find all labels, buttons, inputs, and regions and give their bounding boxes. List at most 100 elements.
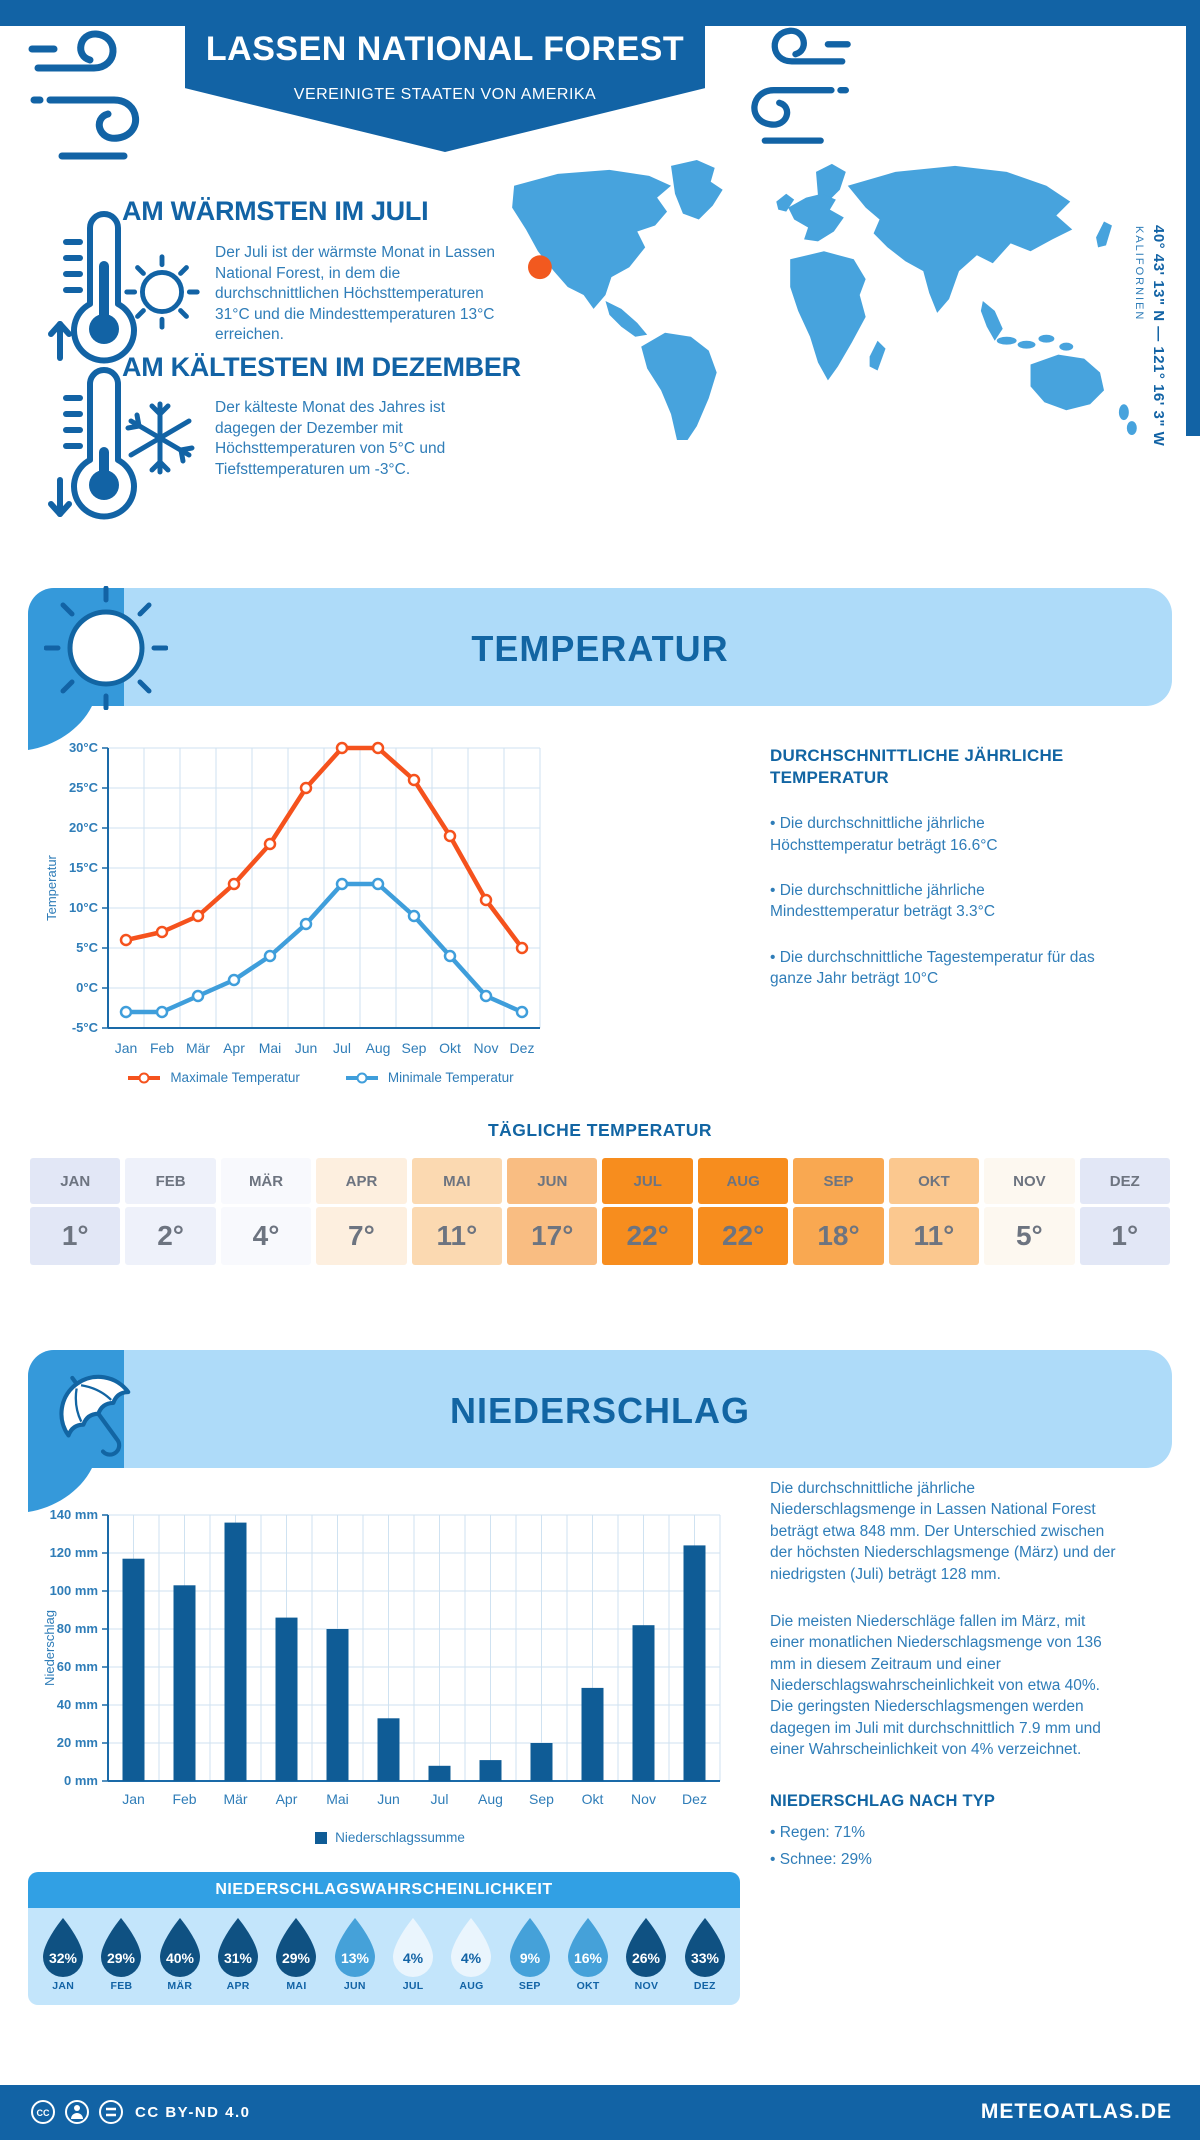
annual-temperature-bullet: • Die durchschnittliche jährliche Mindes… [770,881,996,921]
drop-month-label: APR [226,1980,250,1992]
precipitation-type-bullet: • Schnee: 29% [770,1851,872,1869]
precipitation-paragraph: Die meisten Niederschläge fallen im März… [770,1612,1102,1759]
wind-icon-left [28,30,139,160]
location-region: KALIFORNIEN [1133,226,1145,322]
drop-value: 13% [341,1950,370,1966]
temperature-legend: Maximale Temperatur Minimale Temperatur [60,1070,580,1085]
table-value-cell: 1° [1079,1207,1170,1265]
svg-text:Apr: Apr [276,1791,298,1807]
table-month-cell: OKT [888,1158,980,1204]
rain-drop-icon: 26% [626,1918,667,1977]
drop-month-label: JUL [402,1980,424,1992]
svg-text:0°C: 0°C [76,980,98,995]
svg-text:Jul: Jul [333,1040,351,1056]
temperature-banner-tail [28,706,92,750]
precipitation-banner [28,1350,1172,1468]
probability-drop: 33% DEZ [677,1916,733,2005]
drop-value: 29% [107,1950,136,1966]
sun-banner-icon [44,586,168,710]
annual-temperature-block: DURCHSCHNITTLICHE JÄHRLICHE TEMPERATUR •… [770,745,1100,989]
attribution-icon [65,2100,89,2124]
svg-text:Mai: Mai [259,1040,282,1056]
svg-text:Dez: Dez [682,1791,707,1807]
table-value-cell: 5° [984,1207,1075,1265]
legend-item: Minimale Temperatur [344,1070,514,1085]
coldest-heading: AM KÄLTESTEN IM DEZEMBER [122,352,521,382]
probability-drop: 31% APR [210,1916,266,2005]
probability-drop: 9% SEP [502,1916,558,2005]
probability-drop: 26% NOV [618,1916,674,2005]
license-icons: CC [31,2100,123,2124]
rain-drop-icon: 33% [684,1918,725,1977]
drop-month-label: OKT [576,1980,600,1992]
legend-label: Niederschlagssumme [335,1830,465,1845]
warmest-heading: AM WÄRMSTEN IM JULI [122,196,429,226]
table-value-cell: 2° [125,1207,216,1265]
legend-item: Maximale Temperatur [126,1070,300,1085]
svg-text:120 mm: 120 mm [50,1545,98,1560]
svg-text:80 mm: 80 mm [57,1621,98,1636]
drop-value: 4% [403,1950,424,1966]
svg-text:10°C: 10°C [69,900,99,915]
right-edge-strip [1186,0,1200,436]
thermometer-high-icon [48,211,137,364]
coldest-text: Der kälteste Monat des Jahres ist dagege… [215,399,446,478]
table-month-cell: NOV [984,1158,1075,1204]
daily-temperature-months: JAN FEB MÄR APR MAI JUN JUL AUG SEP OKT NOV DEZ [30,1158,1170,1204]
drop-month-label: MÄR [167,1980,193,1992]
drop-value: 9% [520,1950,541,1966]
table-value-cell: 22° [697,1207,789,1265]
svg-text:Jul: Jul [431,1791,449,1807]
license-text: CC BY-ND 4.0 [135,2104,251,2121]
svg-text:5°C: 5°C [76,940,98,955]
daily-temperature-heading: TÄGLICHE TEMPERATUR [487,1120,713,1140]
svg-text:Temperatur: Temperatur [44,854,59,920]
legend-label: Maximale Temperatur [170,1070,300,1085]
svg-text:Mai: Mai [326,1791,349,1807]
precipitation-title: NIEDERSCHLAG [449,1390,751,1431]
probability-drop: 29% MAI [268,1916,324,2005]
drop-value: 31% [224,1950,253,1966]
drop-value: 26% [632,1950,661,1966]
rain-drop-icon: 9% [509,1918,550,1977]
table-month-cell: MAI [411,1158,503,1204]
no-derivatives-icon [99,2100,123,2124]
drop-month-label: SEP [518,1980,541,1992]
table-month-cell: APR [316,1158,407,1204]
legend-item: Niederschlagssumme [315,1830,465,1845]
svg-text:20°C: 20°C [69,820,99,835]
svg-text:Mär: Mär [223,1791,247,1807]
drop-month-label: NOV [634,1980,659,1992]
precipitation-type-heading: NIEDERSCHLAG NACH TYP [770,1791,996,1810]
svg-text:Okt: Okt [439,1040,461,1056]
table-month-cell: SEP [793,1158,884,1204]
cc-icon [31,2100,55,2124]
temperature-banner [28,588,1172,706]
svg-text:Jan: Jan [115,1040,138,1056]
table-value-cell: 1° [30,1207,121,1265]
table-value-cell: 18° [793,1207,884,1265]
svg-text:Aug: Aug [366,1040,391,1056]
svg-text:Jun: Jun [295,1040,318,1056]
table-month-cell: JUL [602,1158,693,1204]
svg-text:Feb: Feb [172,1791,196,1807]
temperature-chart: 30°C 25°C 20°C 15°C 10°C 5°C 0°C -5°C Jan Feb Mär A… [44,740,541,1056]
table-value-cell: 7° [316,1207,407,1265]
brand-text: METEOATLAS.DE [980,2100,1172,2123]
table-value-cell: 22° [602,1207,693,1265]
precipitation-legend: Niederschlagssumme [60,1830,720,1845]
svg-text:20 mm: 20 mm [57,1735,98,1750]
annual-temperature-bullet: • Die durchschnittliche Tagestemperatur … [770,948,1095,988]
svg-text:Nov: Nov [631,1791,656,1807]
drop-value: 32% [49,1950,78,1966]
probability-drop: 13% JUN [327,1916,383,2005]
table-value-cell: 4° [220,1207,312,1265]
rain-drop-icon: 40% [159,1918,200,1977]
map-greenland [671,159,723,220]
svg-text:Sep: Sep [402,1040,427,1056]
rain-drop-icon: 13% [334,1918,375,1977]
probability-drop: 40% MÄR [152,1916,208,2005]
sun-icon [124,254,200,330]
svg-text:0 mm: 0 mm [64,1773,98,1788]
drop-month-label: DEZ [693,1980,716,1992]
